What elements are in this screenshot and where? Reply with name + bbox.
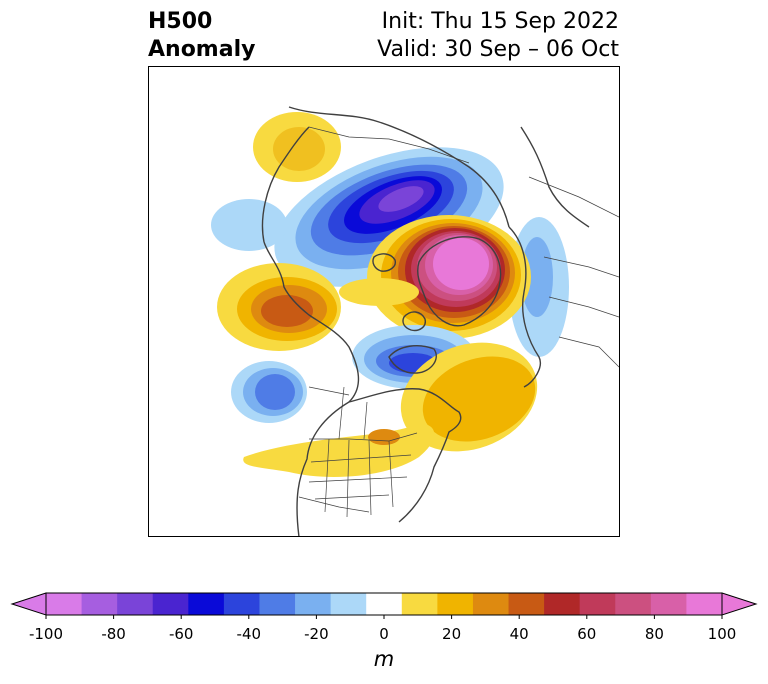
colorbar-segment [152,593,189,615]
title-line-2: Anomaly [148,37,256,62]
colorbar-tick-label: 100 [707,625,737,643]
colorbar-segment [295,593,332,615]
anomaly-trough-west [211,199,287,251]
anomaly-map [148,66,620,537]
colorbar-segment [579,593,616,615]
chart-title: H500 Anomaly [148,8,255,64]
colorbar-extend-low [10,592,47,616]
colorbar-segment [401,593,438,615]
border-us-mexico [298,496,370,513]
coastline-baffin [402,311,426,332]
title-line-1: H500 [148,9,213,34]
colorbar-segment [508,593,545,615]
colorbar-segment [81,593,118,615]
anomaly-trough-goa-30 [255,374,295,410]
anomaly-fill [211,112,569,477]
colorbar-tick-label: 40 [509,625,529,643]
colorbar-tick-label: -20 [304,625,329,643]
border-us-states-1 [324,438,394,518]
coastline-north-america [263,241,360,536]
valid-period: Valid: 30 Sep – 06 Oct [377,37,619,62]
coastline-east-canada [348,388,462,523]
border-canada-provinces [308,386,368,440]
border-eurasia-1 [528,176,619,278]
colorbar-segment [46,593,83,615]
colorbar-extend-high [721,592,758,616]
border-us-states-2 [308,454,412,500]
colorbar-segment [437,593,474,615]
map-canvas [211,106,619,536]
anomaly-ridge-pacific-40 [261,295,313,327]
colorbar-segment [188,593,225,615]
colorbar-tick-label: -60 [168,625,194,643]
border-russia [308,126,470,164]
colorbar-tick-labels: -100 -80 -60 -40 -20 0 20 40 60 80 100 [0,625,768,645]
coastline-scandinavia [520,126,590,228]
coastline-siberia [288,106,510,228]
run-info: Init: Thu 15 Sep 2022 Valid: 30 Sep – 06… [377,8,619,64]
colorbar-tick-label: -100 [28,625,64,643]
political-borders [298,126,619,518]
colorbar-segment [472,593,510,615]
coastline-greenland [417,236,502,327]
colorbar-tick-label: -80 [101,625,126,643]
colorbar-segment [686,593,723,615]
coastlines [261,106,590,536]
init-time: Init: Thu 15 Sep 2022 [381,9,619,34]
colorbar [10,592,758,619]
colorbar-segment [650,593,687,615]
coastline-arctic-islands [372,253,396,272]
colorbar-segments [46,593,723,615]
colorbar-segment [544,593,581,615]
anomaly-trough-siberia-80 [378,186,424,212]
anomaly-ridge-us [243,423,435,477]
colorbar-tick-label: 60 [577,625,597,643]
colorbar-segment [117,593,154,615]
colorbar-tick-label: 20 [442,625,462,643]
anomaly-ridge-us-inner [368,429,400,445]
border-eurasia-2 [548,296,619,368]
colorbar-segment [223,593,260,615]
colorbar-segment [615,593,652,615]
anomaly-ridge-link [339,278,419,306]
colorbar-segment [259,593,296,615]
anomaly-ridge-atlantic-20 [422,356,536,442]
colorbar-unit: m [373,647,395,671]
colorbar-ticks [45,615,723,619]
coastline-hudson-bay [388,345,437,374]
colorbar-segment [366,593,403,615]
coastline-europe [508,226,541,388]
colorbar-tick-label: -40 [236,625,262,643]
anomaly-ridge-bering-inner [273,127,325,171]
colorbar-segment [330,593,367,615]
colorbar-tick-label: 80 [644,625,664,643]
anomaly-ridge-greenland-90 [433,238,489,290]
colorbar-tick-label: 0 [379,625,389,643]
coastline-asia-east [261,126,310,243]
